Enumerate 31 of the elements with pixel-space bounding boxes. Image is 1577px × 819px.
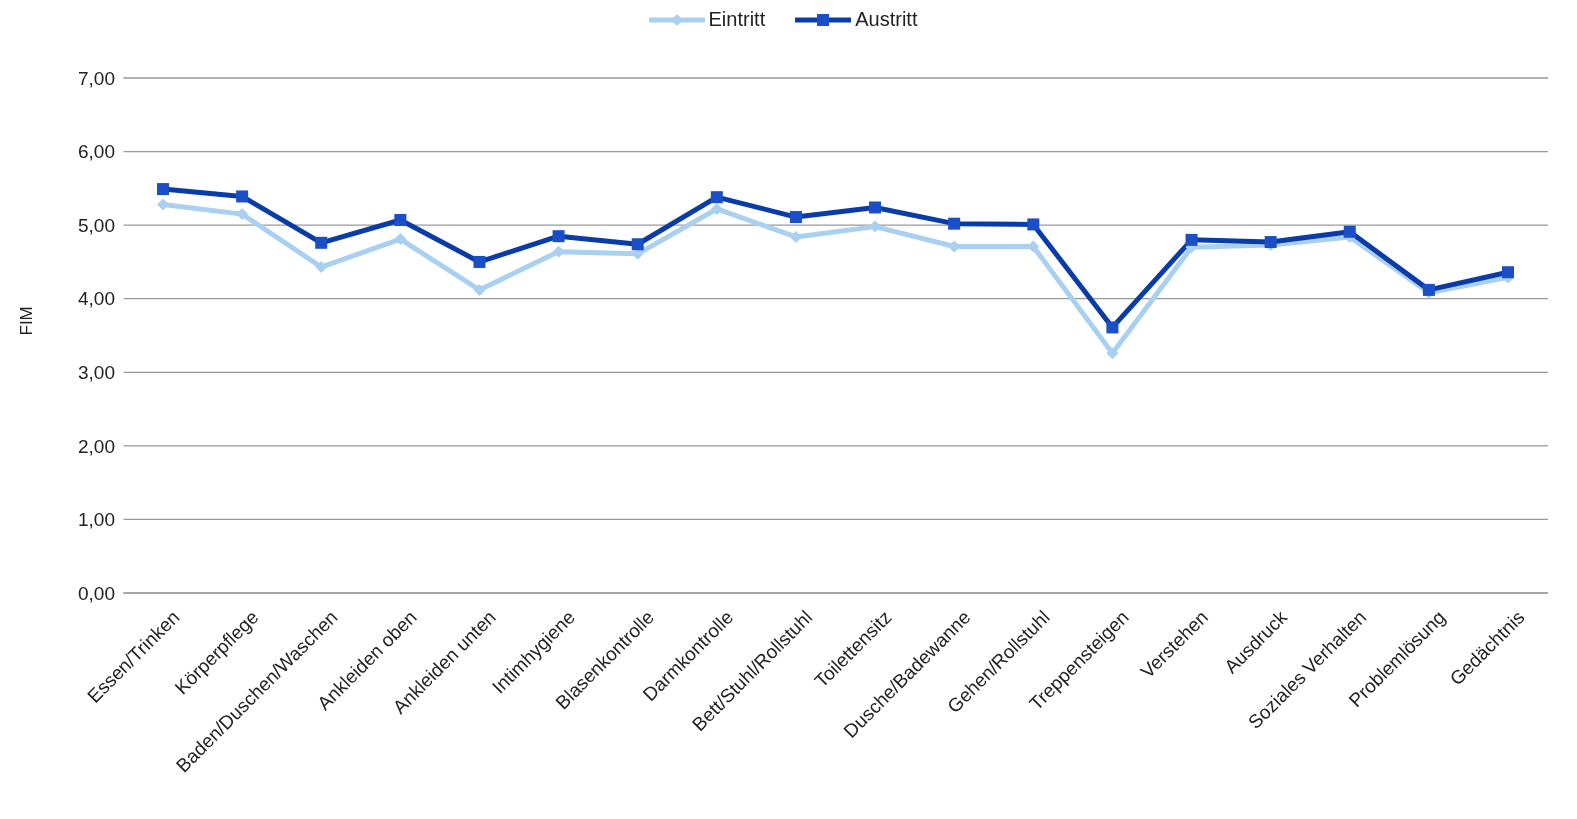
point	[710, 202, 723, 215]
point	[948, 217, 961, 230]
point	[552, 230, 565, 243]
y-tick-label: 6,00	[78, 141, 115, 163]
point	[631, 238, 644, 251]
point	[1185, 233, 1198, 246]
point	[710, 191, 723, 204]
y-tick-label: 5,00	[78, 214, 115, 236]
legend-label: Austritt	[854, 8, 918, 31]
point	[473, 255, 486, 268]
point	[394, 233, 407, 246]
point	[1106, 321, 1119, 334]
point	[869, 201, 882, 214]
y-tick-label: 0,00	[78, 582, 115, 604]
y-tick-label: 2,00	[78, 435, 115, 457]
y-axis-title: FIM	[17, 306, 37, 336]
point	[394, 213, 407, 226]
point	[315, 236, 328, 249]
y-tick-label: 1,00	[78, 509, 115, 531]
legend-label: Eintritt	[707, 8, 766, 31]
point	[1027, 218, 1040, 231]
point	[473, 283, 486, 296]
point	[789, 211, 802, 224]
point	[157, 183, 169, 196]
point	[236, 190, 249, 203]
point	[1502, 266, 1514, 279]
point	[1343, 225, 1356, 238]
y-tick-label: 7,00	[78, 67, 115, 89]
y-tick-label: 3,00	[78, 362, 115, 384]
y-tick-label: 4,00	[78, 288, 115, 310]
point	[1106, 347, 1119, 360]
